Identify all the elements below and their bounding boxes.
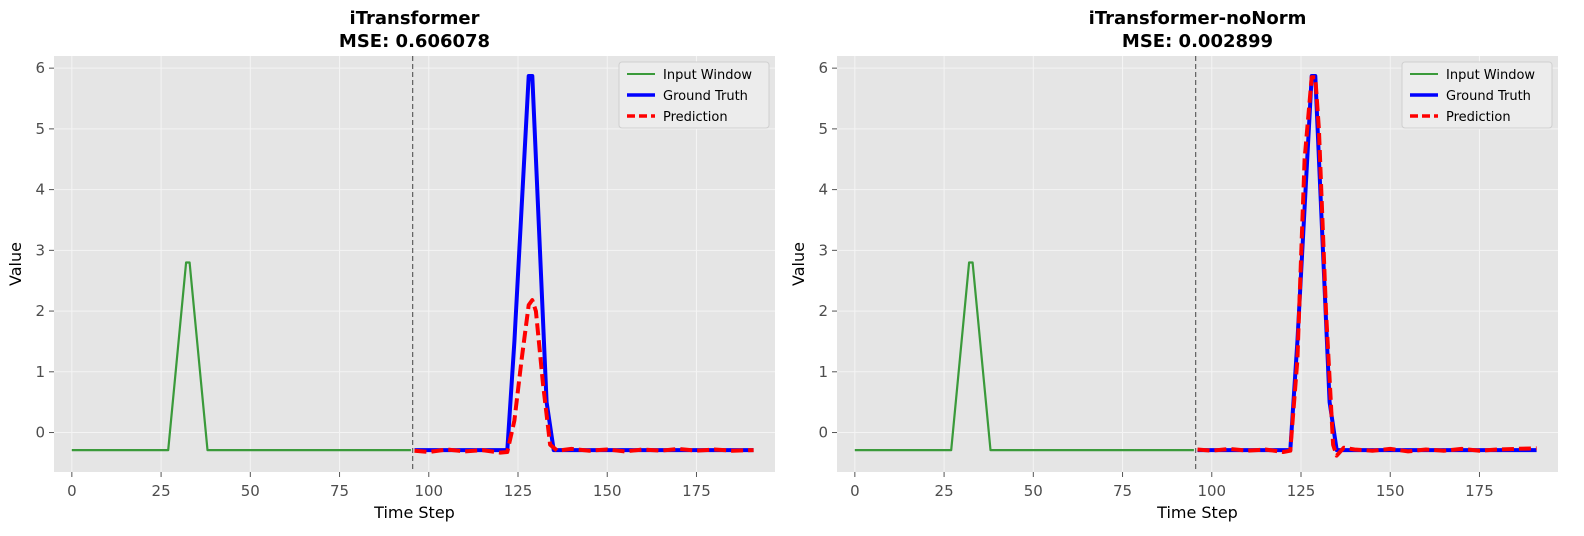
- series-line-ground-truth: [414, 74, 754, 453]
- chart-panel-2: 0 25 50 75 100 125 150 175 0 1 2 3 4 5 6 iTransformer-n…: [789, 8, 1558, 522]
- x-tick-label: 25: [152, 482, 171, 500]
- legend-entry: Ground Truth: [1446, 89, 1531, 104]
- x-tick-label: 175: [682, 482, 711, 500]
- legend-entry: Prediction: [1446, 110, 1511, 125]
- y-tick-label: 0: [818, 424, 828, 442]
- x-axis-label: Time Step: [373, 503, 455, 522]
- y-tick-label: 5: [818, 120, 828, 138]
- x-tick-label: 125: [1287, 482, 1316, 500]
- y-tick-label: 2: [818, 302, 828, 320]
- x-tick-label: 25: [935, 482, 954, 500]
- series-line-prediction: [414, 298, 754, 455]
- y-tick-label: 6: [35, 59, 45, 77]
- x-tick-label: 75: [330, 482, 349, 500]
- x-tick-label: 125: [504, 482, 533, 500]
- chart-title: iTransformer-noNorm: [1089, 8, 1307, 29]
- x-tick-label: 150: [1376, 482, 1405, 500]
- legend-entry: Prediction: [663, 110, 728, 125]
- x-tick-label: 50: [241, 482, 260, 500]
- x-axis-label: Time Step: [1156, 503, 1238, 522]
- y-tick-label: 6: [818, 59, 828, 77]
- y-tick-label: 3: [35, 241, 45, 259]
- chart-subtitle: MSE: 0.002899: [1122, 31, 1273, 52]
- chart-title: iTransformer: [350, 8, 480, 29]
- y-tick-label: 2: [35, 302, 45, 320]
- x-tick-label: 0: [850, 482, 860, 500]
- y-tick-label: 4: [818, 181, 828, 199]
- chart-panel-1: 0 25 50 75 100 125 150 175 0 1 2 3 4 5 6 iTransformerMS…: [6, 8, 775, 522]
- x-tick-label: 150: [593, 482, 622, 500]
- y-tick-label: 1: [818, 363, 828, 381]
- y-tick-label: 0: [35, 424, 45, 442]
- x-tick-label: 100: [414, 482, 443, 500]
- x-tick-label: 75: [1113, 482, 1132, 500]
- legend: Input Window Ground Truth Prediction: [1401, 61, 1553, 129]
- y-tick-label: 3: [818, 241, 828, 259]
- y-tick-label: 5: [35, 120, 45, 138]
- y-tick-label: 4: [35, 181, 45, 199]
- legend-box: [618, 61, 770, 129]
- chart-subtitle: MSE: 0.606078: [339, 31, 490, 52]
- y-axis-label: Value: [6, 242, 25, 286]
- y-axis-label: Value: [789, 242, 808, 286]
- x-tick-label: 50: [1024, 482, 1043, 500]
- series-line-prediction: [1197, 75, 1537, 458]
- legend-entry: Ground Truth: [663, 89, 748, 104]
- legend: Input Window Ground Truth Prediction: [618, 61, 770, 129]
- y-tick-label: 1: [35, 363, 45, 381]
- legend-box: [1401, 61, 1553, 129]
- series-line-input-window: [71, 261, 411, 452]
- x-tick-label: 0: [67, 482, 77, 500]
- series-line-input-window: [854, 261, 1194, 452]
- x-tick-label: 100: [1197, 482, 1226, 500]
- legend-entry: Input Window: [1446, 68, 1535, 83]
- x-tick-label: 175: [1465, 482, 1494, 500]
- legend-entry: Input Window: [663, 68, 752, 83]
